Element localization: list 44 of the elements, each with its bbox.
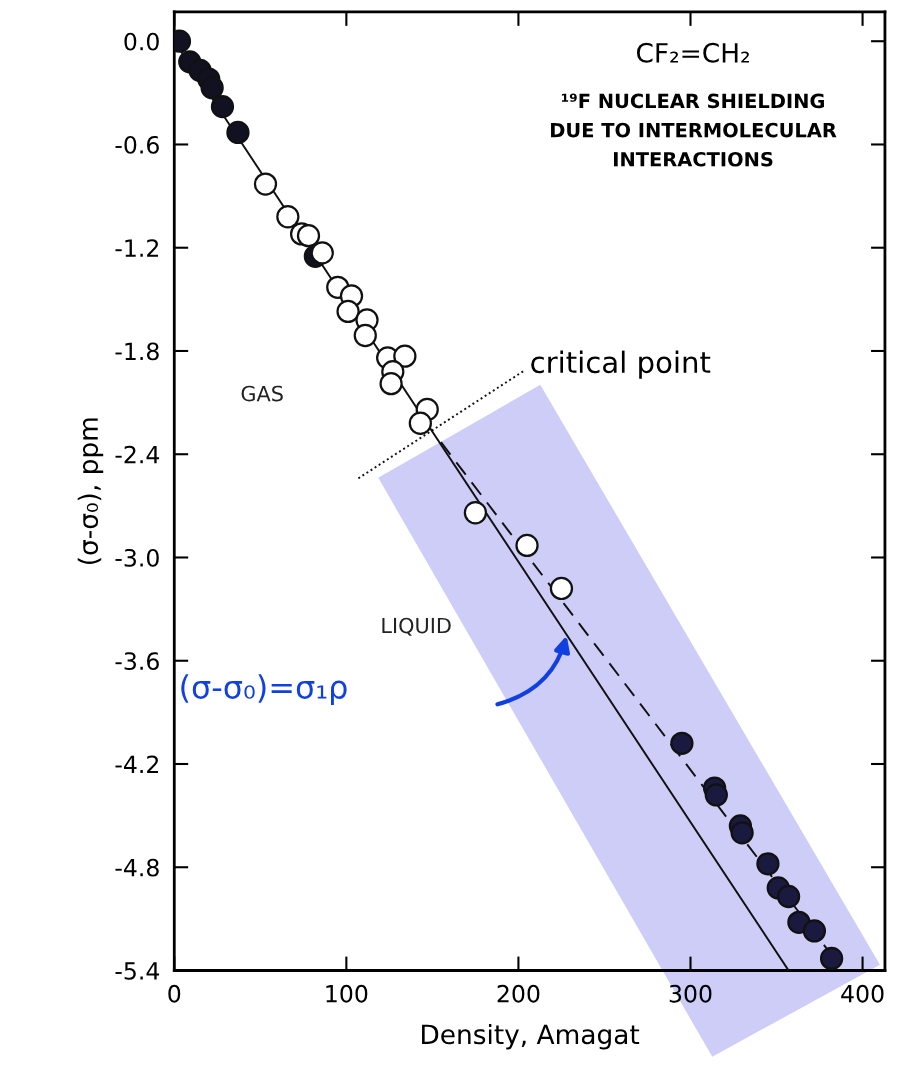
point bbox=[515, 533, 539, 558]
point bbox=[379, 372, 403, 396]
point bbox=[353, 323, 377, 348]
annotation: (σ-σ₀)=σ₁ρ bbox=[181, 674, 347, 706]
point bbox=[200, 76, 224, 100]
point bbox=[802, 919, 827, 943]
y-tick-label: -3.0 bbox=[115, 548, 159, 567]
y-axis-title: (σ-σ₀), ppm bbox=[77, 418, 104, 565]
point bbox=[730, 821, 754, 845]
y-tick-label: -5.4 bbox=[115, 962, 160, 980]
point bbox=[463, 501, 488, 525]
point bbox=[408, 411, 432, 435]
point bbox=[276, 205, 300, 229]
x-tick-label: 100 bbox=[326, 984, 368, 1003]
y-tick-label: -1.8 bbox=[115, 342, 159, 361]
x-tick-label: 300 bbox=[669, 984, 712, 1003]
point bbox=[296, 224, 321, 248]
x-tick-label: 0 bbox=[168, 984, 181, 1003]
annotation: critical point bbox=[531, 350, 711, 379]
point bbox=[670, 731, 694, 755]
annotation: GAS bbox=[241, 385, 283, 402]
point bbox=[776, 884, 801, 909]
annotation: LIQUID bbox=[382, 617, 451, 636]
y-tick-label: -2.4 bbox=[115, 445, 160, 464]
y-tick-label: -1.2 bbox=[115, 239, 159, 257]
text: CF₂=CH₂ bbox=[636, 42, 749, 63]
text: ¹⁹F NUCLEAR SHIELDING DUE TO INTERMOLECULAR INTERACTIONS bbox=[551, 93, 837, 167]
y-tick-label: -3.6 bbox=[115, 652, 159, 671]
x-axis-title: Density, Amagat bbox=[422, 1023, 640, 1050]
point bbox=[226, 120, 250, 145]
point bbox=[549, 576, 574, 601]
point bbox=[756, 852, 780, 876]
y-tick-label: -4.2 bbox=[115, 755, 159, 773]
x-tick-label: 200 bbox=[497, 984, 540, 1003]
point bbox=[310, 241, 334, 265]
point bbox=[336, 299, 360, 324]
point bbox=[819, 946, 844, 971]
x-tick-label: 400 bbox=[841, 984, 884, 1003]
point bbox=[210, 94, 235, 119]
point bbox=[704, 783, 728, 807]
y-tick-label: -0.6 bbox=[115, 135, 159, 154]
y-tick-label: -4.8 bbox=[115, 858, 159, 877]
y-tick-label: 0.0 bbox=[124, 32, 159, 51]
point bbox=[253, 172, 278, 196]
